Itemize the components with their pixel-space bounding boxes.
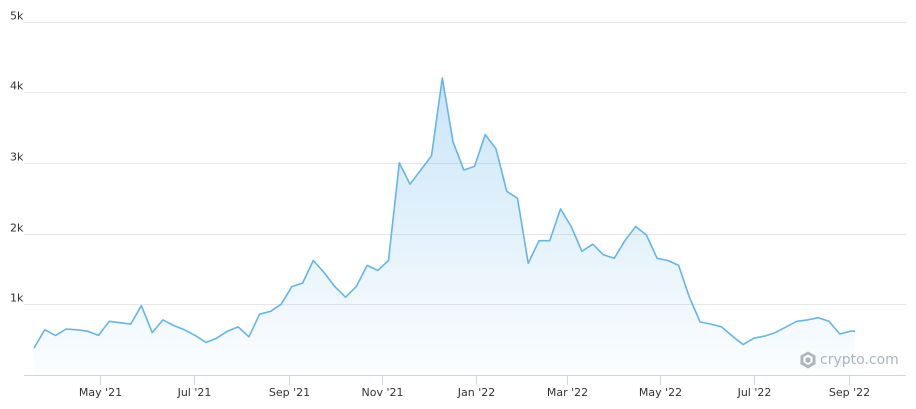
x-tick-label: Mar '22	[547, 386, 588, 399]
x-tick-label: Sep '21	[269, 386, 310, 399]
crypto-com-logo-icon	[800, 351, 816, 369]
y-tick-label: 3k	[10, 151, 24, 164]
y-tick-label: 4k	[10, 80, 24, 93]
x-axis-ticks: May '21 Jul '21 Sep '21 Nov '21 Jan '22 Mar '…	[79, 375, 870, 399]
y-axis-labels: 1k 2k 3k 4k 5k	[10, 10, 24, 305]
price-area-fill	[34, 78, 856, 375]
x-tick-label: Jan '22	[457, 386, 495, 399]
x-tick-label: Jul '22	[737, 386, 772, 399]
x-tick-label: Nov '21	[362, 386, 404, 399]
x-tick-label: Sep '22	[829, 386, 870, 399]
x-tick-label: Jul '21	[177, 386, 212, 399]
crypto-com-watermark: crypto.com	[800, 351, 899, 369]
y-tick-label: 1k	[10, 292, 24, 305]
x-tick-label: May '21	[79, 386, 122, 399]
price-line	[33, 77, 856, 349]
x-tick-label: May '22	[639, 386, 682, 399]
gridlines	[24, 22, 906, 305]
watermark-text: crypto.com	[820, 352, 899, 368]
y-tick-label: 5k	[10, 10, 24, 23]
y-tick-label: 2k	[10, 222, 24, 235]
